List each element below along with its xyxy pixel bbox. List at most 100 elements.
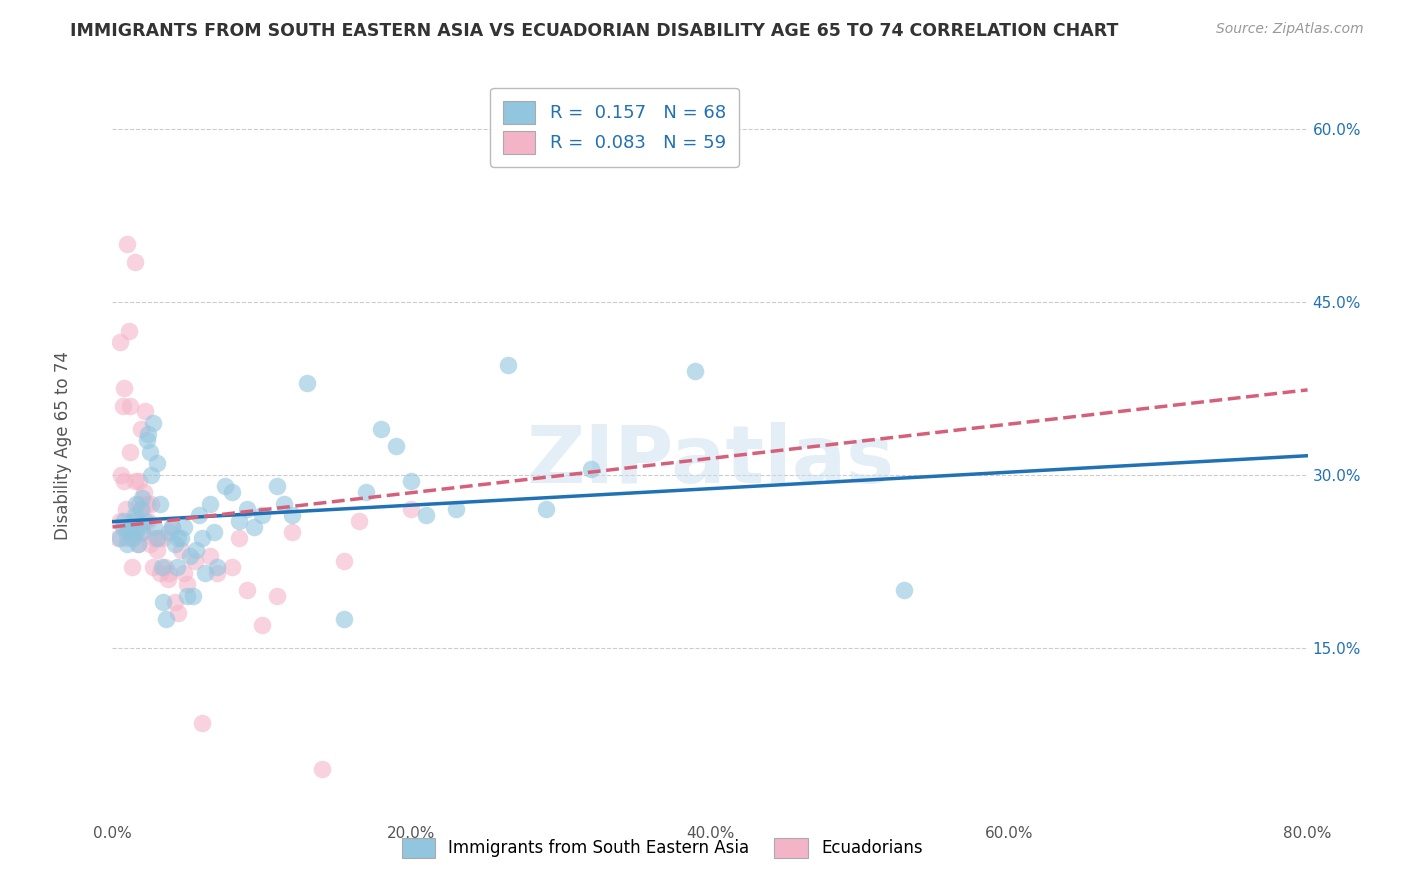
Point: [143, 519, 166, 533]
Point: [156, 572, 179, 586]
Point: [128, 497, 150, 511]
Point: [152, 594, 174, 608]
Point: [131, 491, 153, 505]
Point: [132, 485, 155, 500]
Point: [173, 519, 195, 533]
Point: [117, 531, 139, 545]
Point: [167, 531, 190, 545]
Point: [129, 422, 152, 436]
Point: [148, 531, 170, 545]
Text: ZIPatlas: ZIPatlas: [526, 422, 894, 500]
Point: [191, 715, 214, 730]
Point: [370, 422, 392, 436]
Point: [266, 589, 288, 603]
Point: [165, 537, 187, 551]
Point: [281, 508, 304, 523]
Point: [128, 519, 150, 533]
Point: [186, 542, 208, 557]
Text: Disability Age 65 to 74: Disability Age 65 to 74: [55, 351, 72, 541]
Point: [157, 566, 180, 580]
Point: [124, 508, 146, 523]
Point: [167, 606, 190, 620]
Point: [125, 514, 148, 528]
Point: [135, 434, 157, 448]
Point: [110, 467, 132, 482]
Point: [114, 381, 135, 395]
Point: [131, 502, 153, 516]
Point: [155, 612, 177, 626]
Point: [149, 497, 172, 511]
Point: [534, 502, 557, 516]
Point: [198, 497, 221, 511]
Point: [138, 427, 160, 442]
Point: [122, 531, 145, 545]
Point: [236, 583, 259, 598]
Point: [401, 474, 423, 488]
Point: [114, 514, 135, 528]
Point: [111, 399, 134, 413]
Point: [125, 497, 148, 511]
Point: [333, 554, 356, 568]
Point: [141, 497, 163, 511]
Point: [134, 404, 156, 418]
Point: [401, 502, 423, 516]
Point: [108, 335, 131, 350]
Point: [128, 474, 150, 488]
Point: [165, 594, 187, 608]
Point: [135, 497, 157, 511]
Point: [152, 531, 174, 545]
Point: [281, 525, 304, 540]
Point: [146, 456, 169, 470]
Point: [333, 612, 356, 626]
Point: [250, 508, 273, 523]
Point: [181, 589, 204, 603]
Point: [385, 439, 408, 453]
Legend: Immigrants from South Eastern Asia, Ecuadorians: Immigrants from South Eastern Asia, Ecua…: [395, 831, 929, 864]
Point: [139, 444, 162, 458]
Point: [141, 467, 163, 482]
Point: [149, 566, 172, 580]
Point: [205, 560, 228, 574]
Point: [117, 537, 139, 551]
Point: [198, 549, 221, 563]
Point: [188, 508, 211, 523]
Point: [146, 542, 169, 557]
Point: [124, 254, 146, 268]
Point: [356, 485, 378, 500]
Point: [122, 514, 145, 528]
Point: [118, 324, 141, 338]
Point: [579, 462, 602, 476]
Point: [108, 514, 131, 528]
Point: [221, 485, 243, 500]
Point: [142, 560, 165, 574]
Point: [221, 560, 243, 574]
Point: [236, 502, 259, 516]
Point: [115, 502, 138, 516]
Point: [143, 531, 166, 545]
Point: [202, 525, 225, 540]
Point: [108, 531, 131, 545]
Point: [134, 514, 156, 528]
Point: [683, 364, 706, 378]
Point: [194, 566, 217, 580]
Point: [444, 502, 467, 516]
Point: [176, 577, 198, 591]
Point: [153, 560, 176, 574]
Point: [273, 497, 295, 511]
Point: [415, 508, 437, 523]
Point: [893, 583, 915, 598]
Point: [129, 502, 152, 516]
Point: [170, 531, 193, 545]
Point: [250, 617, 273, 632]
Point: [107, 531, 129, 545]
Point: [170, 542, 193, 557]
Text: Source: ZipAtlas.com: Source: ZipAtlas.com: [1216, 22, 1364, 37]
Point: [243, 519, 266, 533]
Point: [142, 416, 165, 430]
Point: [127, 537, 149, 551]
Point: [121, 531, 143, 545]
Point: [131, 525, 153, 540]
Point: [124, 525, 146, 540]
Point: [166, 560, 188, 574]
Point: [139, 537, 162, 551]
